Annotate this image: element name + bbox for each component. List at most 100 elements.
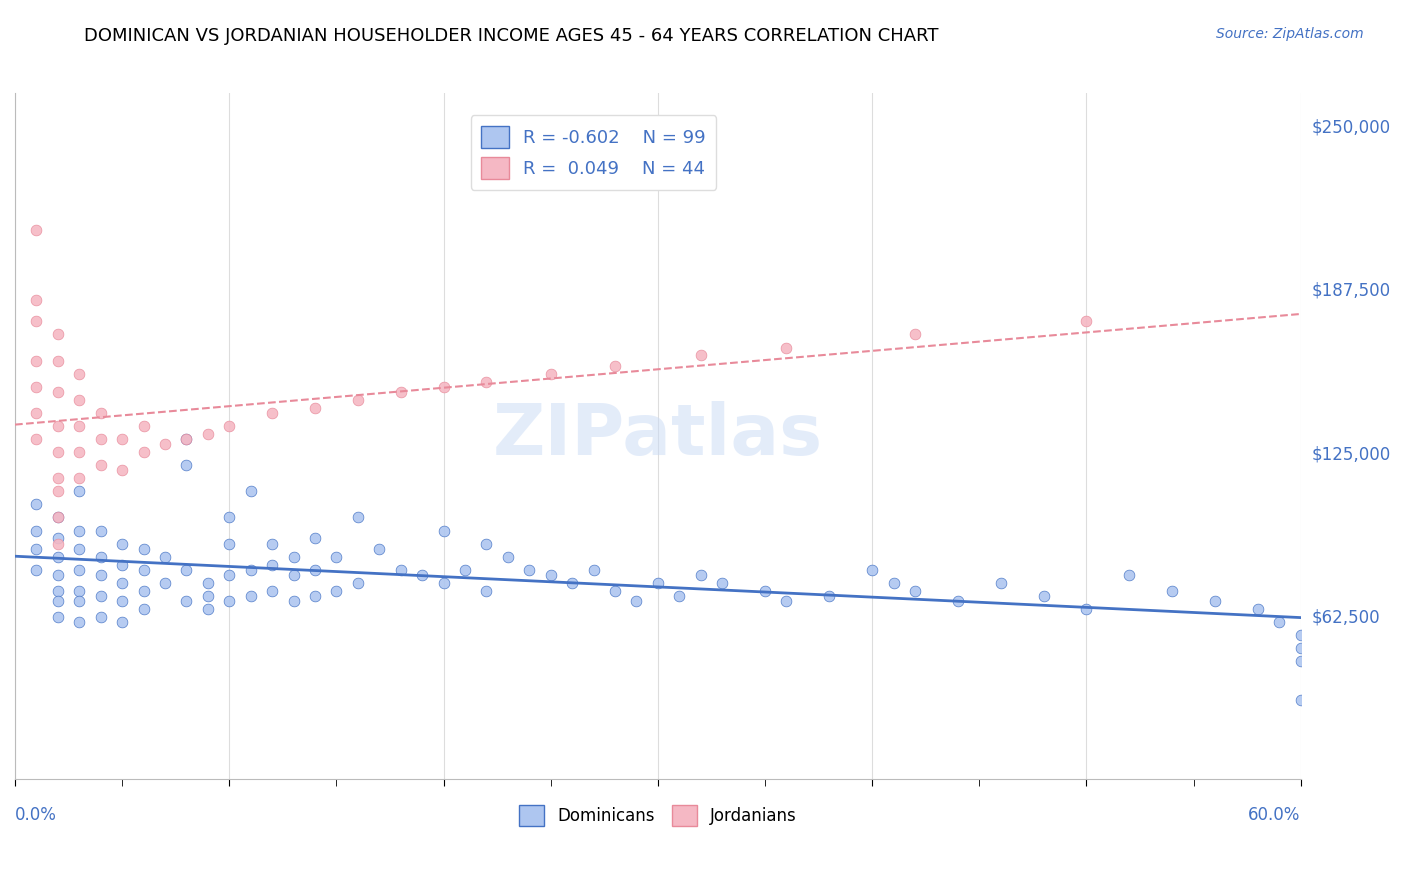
- Point: [347, 575, 370, 590]
- Point: [517, 563, 540, 577]
- Point: [818, 589, 841, 603]
- Point: [67, 419, 90, 434]
- Point: [111, 575, 134, 590]
- Point: [132, 583, 155, 598]
- Point: [304, 532, 326, 546]
- Point: [711, 575, 734, 590]
- Point: [46, 583, 69, 598]
- Point: [111, 558, 134, 572]
- Point: [176, 432, 198, 446]
- Point: [25, 563, 48, 577]
- Point: [603, 583, 626, 598]
- Point: [904, 583, 927, 598]
- Point: [46, 549, 69, 564]
- Point: [1289, 693, 1312, 707]
- Point: [304, 589, 326, 603]
- Point: [132, 563, 155, 577]
- Point: [67, 484, 90, 499]
- Point: [46, 609, 69, 624]
- Point: [132, 602, 155, 616]
- Point: [218, 536, 240, 550]
- Point: [25, 380, 48, 394]
- Point: [111, 432, 134, 446]
- Point: [67, 471, 90, 485]
- Point: [67, 392, 90, 407]
- Point: [67, 615, 90, 629]
- Point: [218, 568, 240, 582]
- Point: [218, 510, 240, 524]
- Point: [946, 594, 969, 608]
- Point: [347, 510, 370, 524]
- Point: [389, 384, 412, 399]
- Point: [582, 563, 605, 577]
- Point: [67, 541, 90, 556]
- Point: [368, 541, 391, 556]
- Point: [496, 549, 519, 564]
- Point: [754, 583, 776, 598]
- Point: [90, 568, 112, 582]
- Point: [176, 458, 198, 472]
- Point: [1289, 654, 1312, 668]
- Point: [904, 327, 927, 342]
- Point: [1247, 602, 1270, 616]
- Point: [46, 510, 69, 524]
- Point: [46, 419, 69, 434]
- Point: [176, 594, 198, 608]
- Point: [46, 532, 69, 546]
- Point: [475, 583, 498, 598]
- Point: [540, 568, 562, 582]
- Point: [176, 432, 198, 446]
- Point: [46, 384, 69, 399]
- Point: [197, 602, 219, 616]
- Point: [475, 375, 498, 389]
- Text: 0.0%: 0.0%: [15, 806, 56, 824]
- Point: [325, 583, 347, 598]
- Point: [432, 380, 454, 394]
- Point: [67, 583, 90, 598]
- Point: [1076, 314, 1098, 328]
- Point: [689, 348, 711, 362]
- Point: [262, 536, 284, 550]
- Point: [239, 563, 262, 577]
- Point: [262, 583, 284, 598]
- Point: [626, 594, 648, 608]
- Point: [218, 594, 240, 608]
- Point: [1032, 589, 1054, 603]
- Text: ZIPatlas: ZIPatlas: [492, 401, 823, 470]
- Point: [304, 401, 326, 415]
- Point: [153, 575, 176, 590]
- Point: [454, 563, 477, 577]
- Point: [239, 484, 262, 499]
- Point: [239, 589, 262, 603]
- Text: Source: ZipAtlas.com: Source: ZipAtlas.com: [1216, 27, 1364, 41]
- Point: [883, 575, 905, 590]
- Point: [90, 432, 112, 446]
- Point: [90, 406, 112, 420]
- Text: DOMINICAN VS JORDANIAN HOUSEHOLDER INCOME AGES 45 - 64 YEARS CORRELATION CHART: DOMINICAN VS JORDANIAN HOUSEHOLDER INCOM…: [84, 27, 939, 45]
- Point: [25, 524, 48, 538]
- Point: [1118, 568, 1140, 582]
- Point: [1268, 615, 1291, 629]
- Point: [153, 549, 176, 564]
- Point: [25, 406, 48, 420]
- Legend: Dominicans, Jordanians: Dominicans, Jordanians: [512, 798, 803, 832]
- Point: [111, 615, 134, 629]
- Point: [411, 568, 433, 582]
- Point: [25, 314, 48, 328]
- Point: [389, 563, 412, 577]
- Point: [46, 484, 69, 499]
- Point: [432, 524, 454, 538]
- Point: [67, 594, 90, 608]
- Point: [46, 445, 69, 459]
- Point: [603, 359, 626, 373]
- Point: [46, 594, 69, 608]
- Point: [25, 432, 48, 446]
- Point: [25, 293, 48, 308]
- Point: [1204, 594, 1226, 608]
- Point: [132, 541, 155, 556]
- Point: [432, 575, 454, 590]
- Point: [25, 353, 48, 368]
- Point: [218, 419, 240, 434]
- Point: [132, 445, 155, 459]
- Point: [561, 575, 583, 590]
